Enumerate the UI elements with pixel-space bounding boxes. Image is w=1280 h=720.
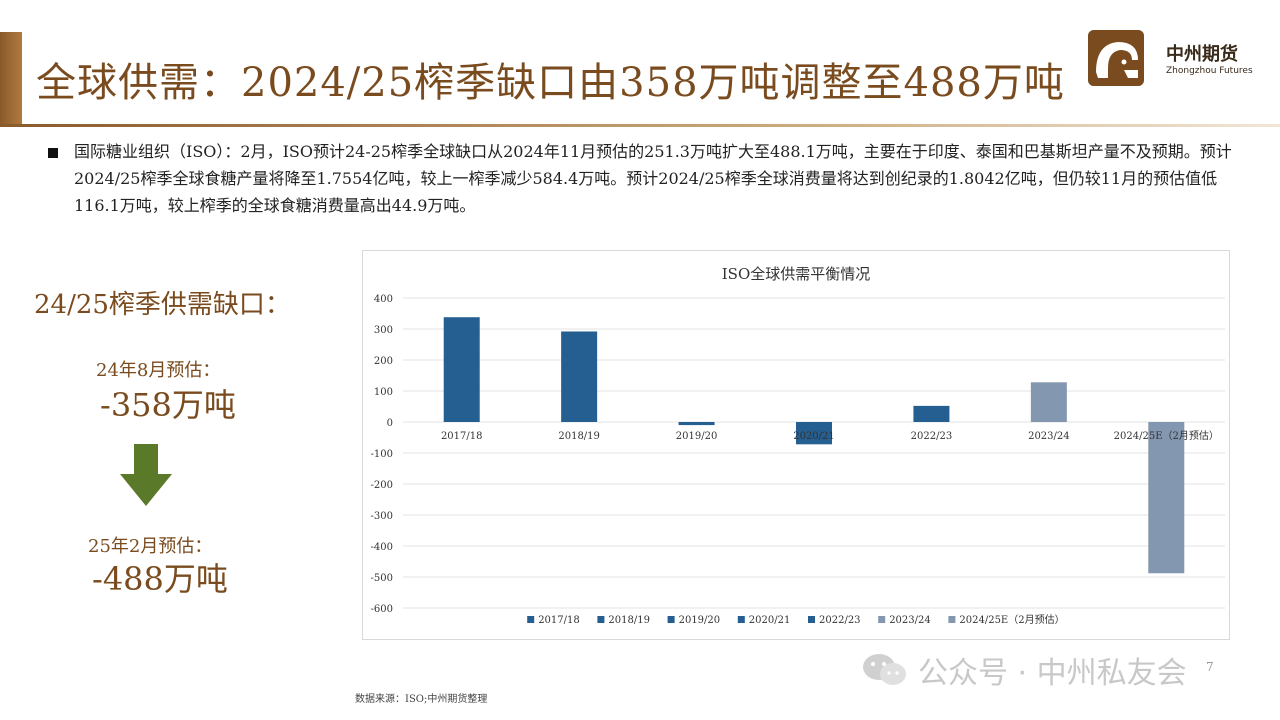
legend-label: 2023/24	[889, 615, 931, 626]
y-tick-label: 300	[374, 325, 393, 336]
y-tick-label: 400	[374, 294, 393, 305]
legend-swatch	[808, 616, 815, 623]
estimate-aug-label: 24年8月预估：	[96, 360, 221, 381]
legend-label: 2018/19	[608, 615, 650, 626]
x-tick-label: 2020/21	[793, 431, 835, 442]
wechat-icon	[862, 652, 908, 688]
bar-2022/23	[913, 405, 950, 422]
bar-2020/21	[796, 422, 832, 445]
bar-2019/20	[678, 422, 715, 426]
legend-label: 2020/21	[749, 615, 791, 626]
x-tick-label: 2017/18	[441, 431, 483, 442]
legend-label: 2022/23	[819, 615, 861, 626]
y-tick-label: -300	[371, 511, 393, 522]
legend-swatch	[527, 616, 535, 623]
legend-swatch	[948, 616, 956, 623]
legend-label: 2019/20	[679, 615, 721, 626]
estimate-feb-value: -488万吨	[92, 560, 228, 598]
bar-2017/18	[443, 317, 480, 422]
data-source-note: 数据来源：ISO;中州期货整理	[355, 694, 488, 705]
x-tick-label: 2024/25E（2月预估）	[1114, 429, 1219, 442]
y-tick-label: -500	[371, 573, 393, 584]
legend-swatch	[597, 616, 605, 623]
legend-swatch	[878, 616, 886, 623]
y-tick-label: -400	[371, 542, 393, 553]
x-tick-label: 2023/24	[1028, 431, 1070, 442]
leopard-logo-icon	[1088, 30, 1144, 86]
gap-heading: 24/25榨季供需缺口：	[34, 290, 291, 320]
page-title: 全球供需：2024/25榨季缺口由358万吨调整至488万吨	[36, 60, 1065, 106]
y-tick-label: -600	[371, 604, 393, 615]
estimate-aug-value: -358万吨	[100, 386, 236, 424]
bar-2024/25E（2月预估）	[1148, 422, 1185, 574]
bar-2023/24	[1030, 382, 1067, 422]
legend-swatch	[667, 616, 675, 623]
bar-2018/19	[561, 331, 598, 422]
supply-demand-chart: ISO全球供需平衡情况 400 300 200 100 0 -100 -200 -300 -400…	[362, 250, 1230, 640]
x-tick-label: 2018/19	[558, 431, 600, 442]
title-accent-bar	[0, 32, 22, 126]
y-tick-label: 200	[374, 356, 393, 367]
arrow-down-icon	[118, 444, 174, 508]
legend-label: 2017/18	[538, 615, 580, 626]
legend-label: 2024/25E（2月预估）	[959, 613, 1064, 626]
logo-name-cn: 中州期货	[1166, 44, 1238, 65]
watermark-text: 公众号 · 中州私友会	[918, 656, 1187, 691]
x-tick-label: 2022/23	[911, 431, 953, 442]
page-number: 7	[1206, 660, 1214, 674]
chart-canvas: ISO全球供需平衡情况 400 300 200 100 0 -100 -200 -300 -400…	[371, 265, 1225, 626]
y-tick-label: 100	[374, 387, 393, 398]
y-tick-label: -100	[371, 449, 393, 460]
estimate-feb-label: 25年2月预估：	[88, 536, 213, 557]
y-tick-label: -200	[371, 480, 393, 491]
logo-name-en: Zhongzhou Futures	[1166, 66, 1253, 76]
bullet-square-icon	[48, 148, 58, 158]
legend-swatch	[737, 616, 745, 623]
company-logo: 中州期货 Zhongzhou Futures	[1088, 30, 1258, 90]
iso-summary-paragraph: 国际糖业组织（ISO）：2月，ISO预计24-25榨季全球缺口从2024年11月…	[74, 142, 1232, 215]
x-tick-label: 2019/20	[676, 431, 718, 442]
title-underline	[0, 124, 1280, 127]
y-tick-label: 0	[387, 418, 393, 429]
chart-title: ISO全球供需平衡情况	[722, 265, 871, 283]
